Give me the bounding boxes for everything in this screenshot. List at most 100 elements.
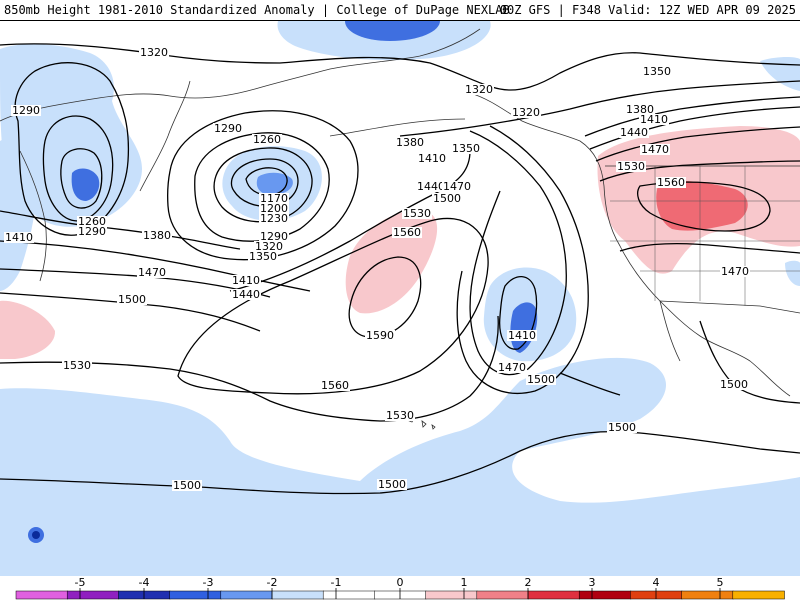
contour-1470-east [595, 126, 800, 162]
contour-label: 1530 [617, 160, 645, 173]
contour-label: 1500 [608, 421, 636, 434]
colorbar-bin [169, 590, 222, 600]
contour-1290-nw [14, 62, 130, 236]
anomaly-area-east-coast [785, 260, 800, 286]
colorbar-tick-label: -2 [267, 576, 278, 589]
contour-label: 1470 [443, 180, 471, 193]
contour-label: 1560 [393, 226, 421, 239]
contour-label: 1320 [512, 106, 540, 119]
contour-label: 1500 [118, 293, 146, 306]
colorbar-bin [578, 590, 632, 600]
contour-label: 1590 [366, 329, 394, 342]
contour-label: 1440 [232, 288, 260, 301]
state-borders [610, 166, 800, 306]
contour-label: 1170 [260, 192, 288, 205]
contour-label: 1290 [260, 230, 288, 243]
colorbar-tick-label: 2 [525, 576, 532, 589]
contour-1500-east [619, 242, 800, 254]
contour-label: 1410 [232, 274, 260, 287]
contour-label: 1410 [5, 231, 33, 244]
contour-label: 1350 [452, 142, 480, 155]
contour-1500-west [0, 292, 261, 332]
contour-label: 1500 [433, 192, 461, 205]
contour-label: 1290 [214, 122, 242, 135]
contour-1410-west [0, 240, 311, 292]
contour-1380-west [0, 210, 241, 250]
coast-asia [0, 28, 481, 122]
anomaly-core-nw [71, 168, 100, 201]
contour-label-layer: 1320 1320 1350 1290 1290 1260 1320 1380 … [4, 46, 750, 492]
contour-label: 1320 [465, 83, 493, 96]
colorbar-bin [476, 590, 529, 600]
contour-label: 1380 [396, 136, 424, 149]
anomaly-core-arctic [345, 21, 440, 41]
contour-label: 1290 [12, 104, 40, 117]
map-title: 850mb Height 1981-2010 Standardized Anom… [4, 3, 510, 17]
contour-1260-nw [42, 115, 114, 222]
contour-label: 1230 [260, 212, 288, 225]
contour-aleutian-2 [194, 132, 330, 242]
contour-gulf-trough-1 [469, 130, 567, 376]
contour-1440-east [589, 106, 800, 150]
contour-label: 1410 [418, 152, 446, 165]
model-run-info: 00Z GFS | F348 Valid: 12Z WED APR 09 202… [499, 3, 796, 17]
coast-japan [19, 150, 47, 282]
contour-label: 1500 [720, 378, 748, 391]
colorbar-bin [66, 590, 120, 600]
colorbar-bin [271, 590, 324, 600]
contour-label: 1380 [626, 103, 654, 116]
contour-aleutian-outer [166, 110, 359, 261]
contour-1560-east [637, 181, 771, 232]
contour-label: 1560 [657, 176, 685, 189]
contour-aleutian-4 [230, 158, 299, 207]
colorbar-bin [425, 590, 478, 600]
contour-1530-south [0, 315, 499, 422]
contour-label: 1500 [173, 479, 201, 492]
contour-label: 1500 [527, 373, 555, 386]
contour-label: 1380 [143, 229, 171, 242]
colorbar-bin [681, 590, 734, 600]
contour-label: 1560 [321, 379, 349, 392]
contour-label: 1440 [417, 180, 445, 193]
colorbar-tick-label: -4 [139, 576, 150, 589]
contour-1530-east [599, 160, 800, 182]
coast-kamchatka [139, 80, 191, 192]
contour-1230-nw [60, 148, 103, 209]
contour-1500-south [0, 430, 800, 495]
contour-label: 1530 [63, 359, 91, 372]
contour-label: 1470 [721, 265, 749, 278]
colorbar-bin [732, 590, 785, 600]
colorbar: -5 -4 -3 -2 -1 0 1 2 3 4 5 [15, 576, 785, 600]
colorbar-tick-label: 3 [589, 576, 596, 589]
contour-1590-center [348, 256, 422, 338]
contour-label: 1410 [640, 113, 668, 126]
contour-label: 1350 [643, 65, 671, 78]
contour-label: 1500 [378, 478, 406, 491]
colorbar-bin [322, 590, 376, 600]
colorbar-tick-label: -1 [331, 576, 342, 589]
anomaly-area-south-pacific [0, 357, 800, 576]
anomaly-area-west-edge [0, 300, 56, 359]
contour-gulf-trough-inner [499, 275, 538, 350]
contour-label: 1410 [508, 329, 536, 342]
contour-label: 1290 [78, 225, 106, 238]
contour-label: 1470 [641, 143, 669, 156]
contour-aleutian-3 [213, 147, 313, 223]
colorbar-bin [220, 590, 273, 600]
anomaly-core-western-us [656, 180, 748, 231]
colorbar-tick-label: -3 [203, 576, 214, 589]
coast-alaska-gulf [469, 92, 791, 397]
contour-label: 1320 [140, 46, 168, 59]
anomaly-area-canada-east [760, 56, 800, 91]
contour-label: 1260 [78, 215, 106, 228]
colorbar-tick-label: 1 [461, 576, 468, 589]
colorbar-tick-label: -5 [75, 576, 86, 589]
map-header: 850mb Height 1981-2010 Standardized Anom… [0, 0, 800, 20]
colorbar-tick-label: 4 [653, 576, 660, 589]
contour-label: 1320 [255, 240, 283, 253]
contour-label: 1200 [260, 202, 288, 215]
contour-label: 1470 [138, 266, 166, 279]
anomaly-map: 1320 1320 1350 1290 1290 1260 1320 1380 … [0, 20, 800, 576]
anomaly-core-south-inner [32, 531, 40, 539]
